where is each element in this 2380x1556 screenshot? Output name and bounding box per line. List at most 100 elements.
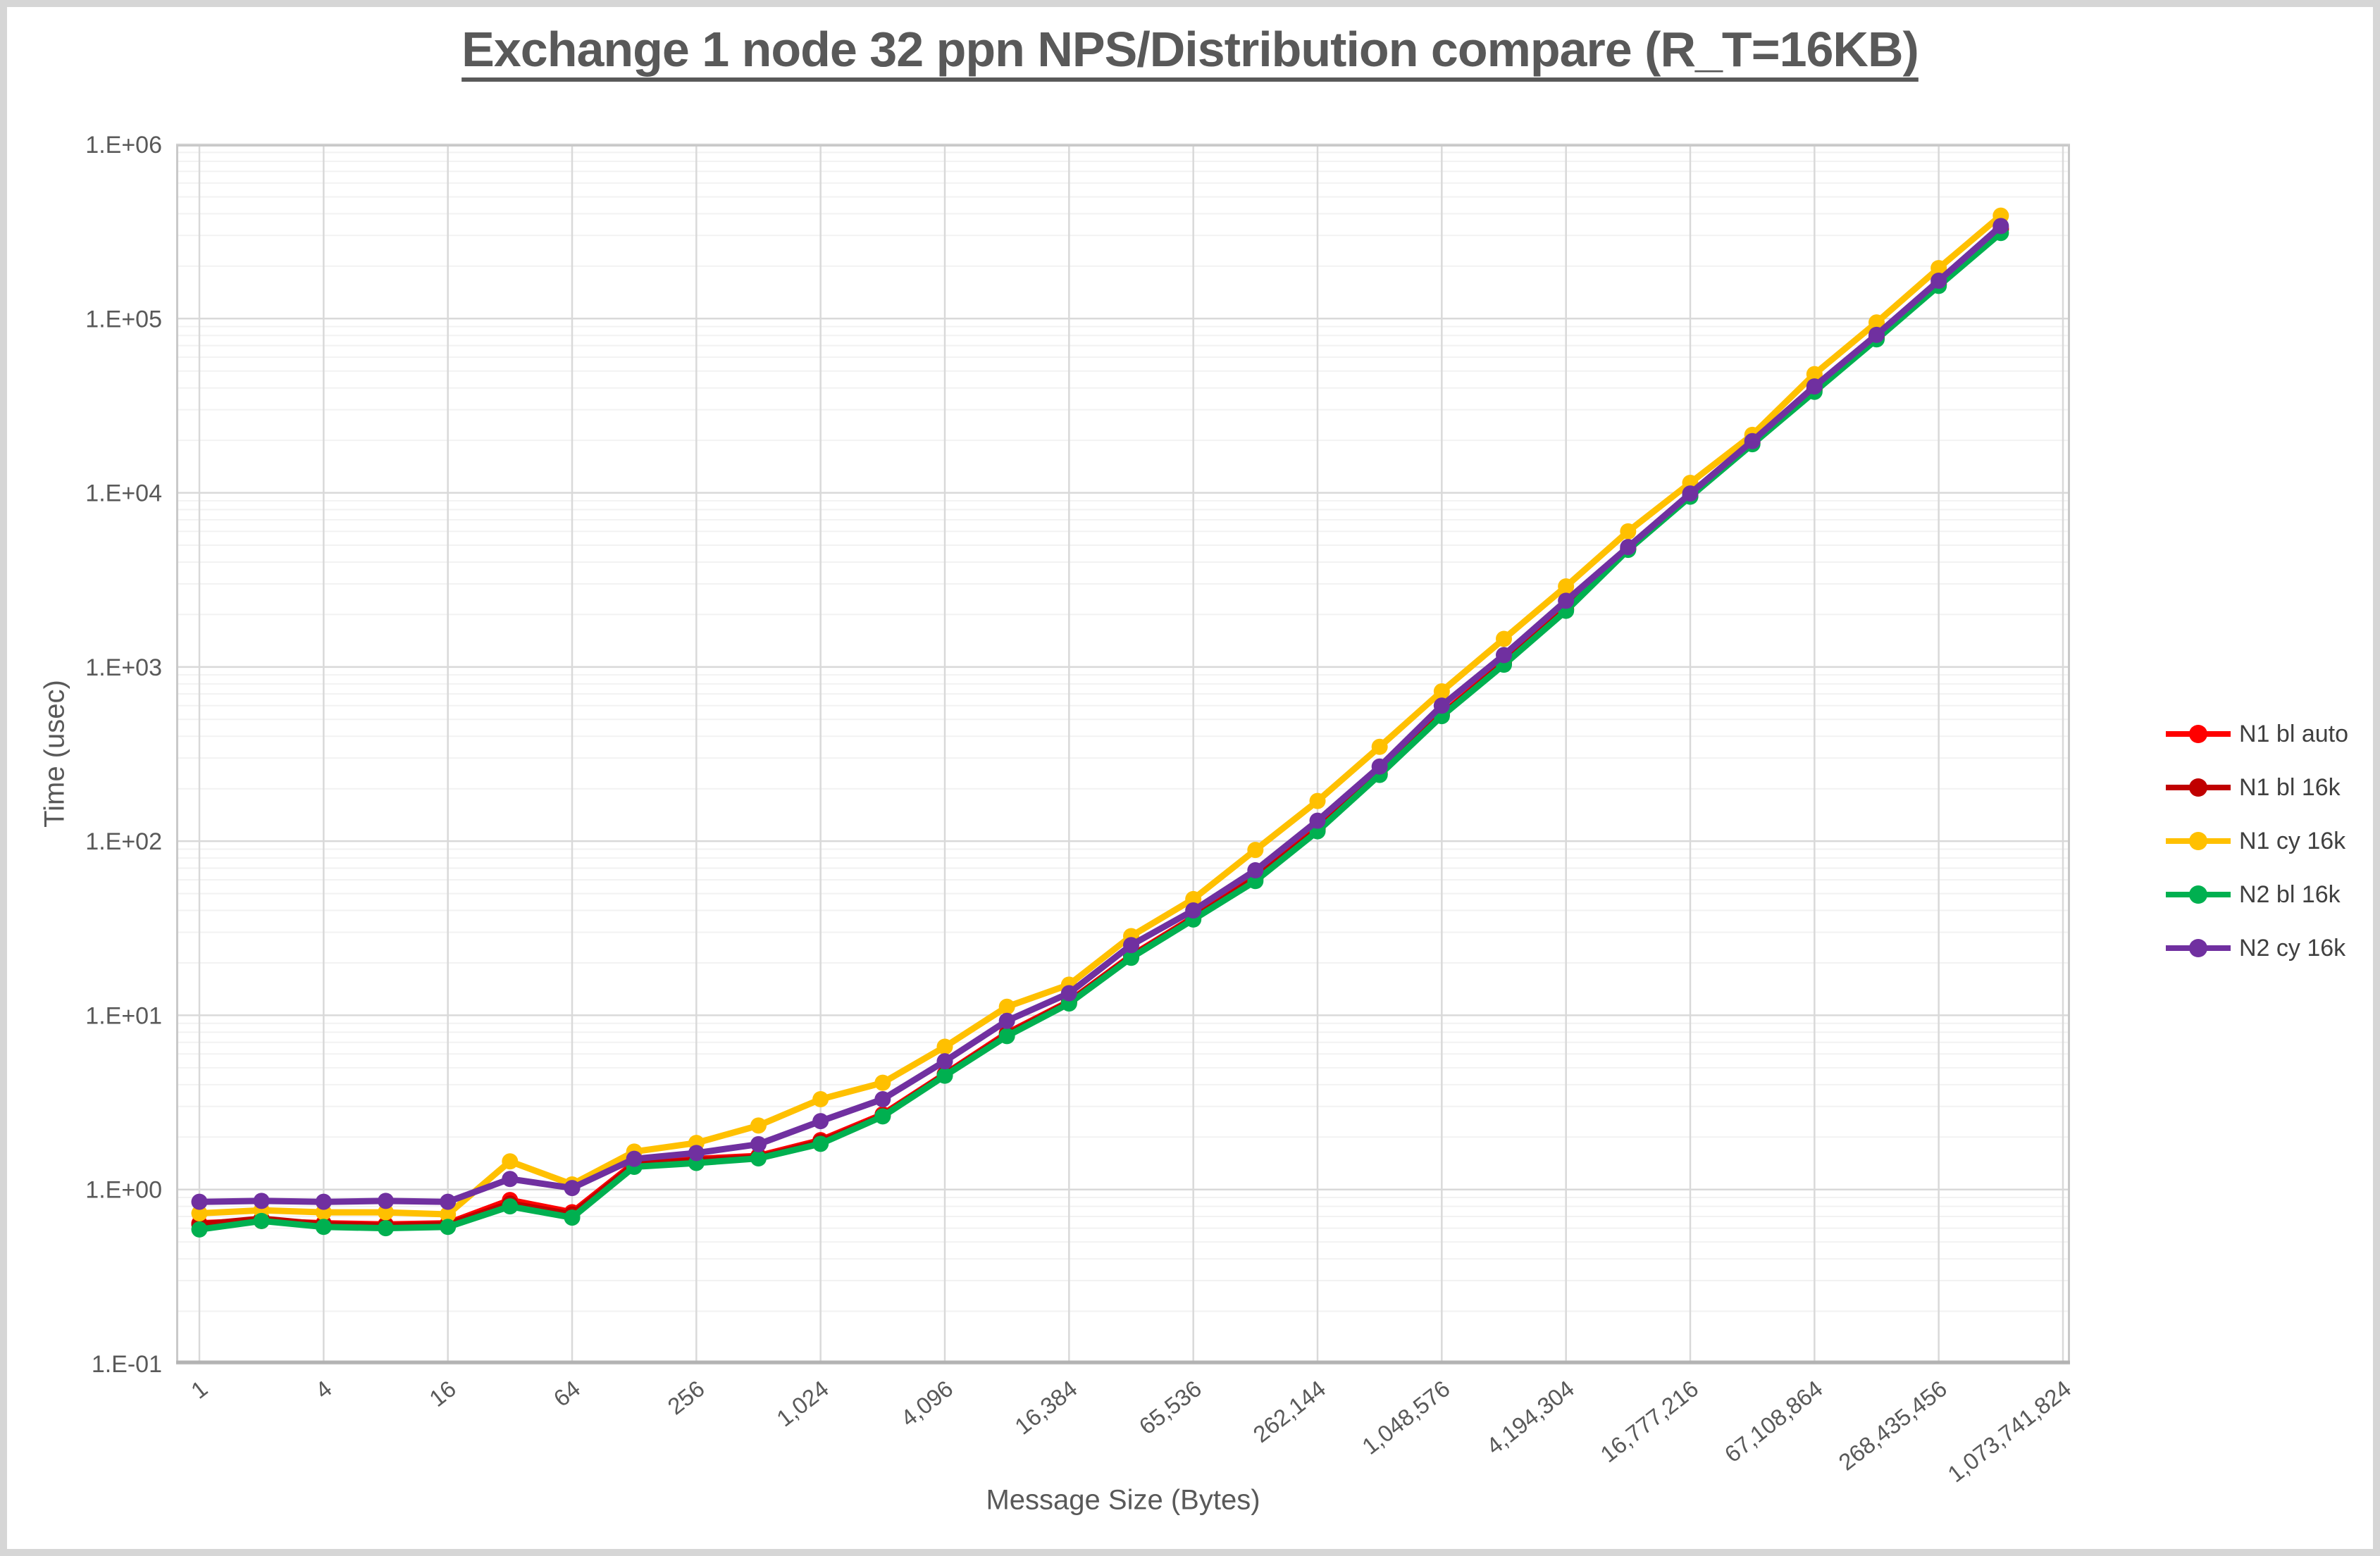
x-tick-label: 64 <box>549 1375 585 1412</box>
x-tick-label: 67,108,864 <box>1720 1375 1828 1467</box>
y-tick-label: 1.E+05 <box>85 306 162 332</box>
data-point-marker-n1-cy-16k <box>191 1205 208 1222</box>
series-line-n1-bl-auto <box>196 225 2004 1228</box>
data-point-marker-n2-cy-16k <box>502 1171 519 1188</box>
legend-marker-icon <box>2166 939 2231 957</box>
data-point-marker-n1-cy-16k <box>1433 683 1450 700</box>
series-line-n1-cy-16k <box>196 212 2004 1218</box>
legend-marker-icon <box>2166 885 2231 904</box>
data-point-marker-n1-cy-16k <box>502 1153 519 1170</box>
y-tick-label: 1.E+06 <box>85 132 162 158</box>
data-point-marker-n2-bl-16k <box>1123 950 1139 966</box>
x-tick-label: 1 <box>186 1375 212 1403</box>
legend-marker-icon <box>2166 725 2231 743</box>
data-point-marker-n2-bl-16k <box>440 1219 457 1236</box>
data-point-marker-n2-cy-16k <box>315 1193 332 1210</box>
data-point-marker-n2-cy-16k <box>626 1150 643 1167</box>
data-point-marker-n1-cy-16k <box>998 998 1015 1015</box>
legend-item-label: N2 cy 16k <box>2239 934 2346 961</box>
data-point-marker-n2-bl-16k <box>564 1209 581 1226</box>
legend-dot <box>2189 832 2207 850</box>
legend-item-label: N1 cy 16k <box>2239 827 2346 854</box>
x-tick-label: 16 <box>424 1375 461 1412</box>
legend-item-n1-bl-16k: N1 bl 16k <box>2164 761 2348 814</box>
data-point-marker-n2-cy-16k <box>812 1113 829 1130</box>
y-tick-label: 1.E-01 <box>92 1351 162 1378</box>
legend-item-label: N1 bl 16k <box>2239 773 2341 801</box>
data-point-marker-n2-bl-16k <box>253 1212 270 1229</box>
data-point-marker-n2-cy-16k <box>253 1193 270 1209</box>
data-point-marker-n2-bl-16k <box>378 1220 394 1237</box>
data-point-marker-n2-cy-16k <box>1992 218 2009 235</box>
y-axis-title: Time (usec) <box>39 680 70 828</box>
data-point-marker-n1-cy-16k <box>1371 738 1388 755</box>
data-point-marker-n2-cy-16k <box>1682 485 1699 502</box>
data-point-marker-n2-cy-16k <box>874 1090 891 1107</box>
series-line-n1-bl-16k <box>196 226 2004 1229</box>
data-point-marker-n2-cy-16k <box>1247 862 1264 879</box>
data-point-marker-n2-cy-16k <box>440 1193 457 1210</box>
data-point-marker-n1-cy-16k <box>1806 366 1823 382</box>
data-point-marker-n1-cy-16k <box>440 1206 457 1223</box>
legend-dot <box>2189 778 2207 797</box>
data-point-marker-n1-cy-16k <box>750 1117 767 1134</box>
chart-title: Exchange 1 node 32 ppn NPS/Distribution … <box>461 22 1919 77</box>
data-point-marker-n2-cy-16k <box>1930 273 1947 290</box>
x-tick-label: 16,777,216 <box>1595 1375 1703 1467</box>
data-point-marker-n2-bl-16k <box>812 1135 829 1152</box>
y-tick-label: 1.E+01 <box>85 1002 162 1029</box>
x-tick-label: 4,096 <box>895 1375 957 1431</box>
data-point-marker-n1-cy-16k <box>1247 842 1264 859</box>
y-tick-label: 1.E+00 <box>85 1177 162 1204</box>
legend-item-n1-bl-auto: N1 bl auto <box>2164 707 2348 761</box>
data-point-marker-n1-cy-16k <box>1620 523 1637 540</box>
data-point-marker-n2-cy-16k <box>1371 758 1388 775</box>
data-point-marker-n1-cy-16k <box>1558 578 1575 595</box>
data-point-marker-n1-cy-16k <box>812 1090 829 1107</box>
legend: N1 bl auto N1 bl 16k N1 cy 16k N2 bl 16k N2 … <box>2164 707 2348 975</box>
data-point-marker-n2-cy-16k <box>750 1135 767 1152</box>
data-point-marker-n1-cy-16k <box>1496 630 1512 647</box>
data-point-marker-n2-bl-16k <box>750 1150 767 1166</box>
data-point-marker-n2-cy-16k <box>1868 326 1885 343</box>
data-point-marker-n2-cy-16k <box>1185 902 1202 919</box>
x-tick-label: 1,048,576 <box>1357 1375 1454 1459</box>
legend-dot <box>2189 885 2207 904</box>
legend-item-n2-cy-16k: N2 cy 16k <box>2164 921 2348 975</box>
x-tick-label: 1,024 <box>771 1375 833 1431</box>
data-point-marker-n2-cy-16k <box>191 1193 208 1210</box>
data-point-marker-n1-cy-16k <box>1185 890 1202 907</box>
data-point-marker-n2-cy-16k <box>688 1145 705 1162</box>
legend-dot <box>2189 939 2207 957</box>
legend-marker-icon <box>2166 832 2231 850</box>
data-point-marker-n1-cy-16k <box>378 1204 394 1221</box>
data-point-marker-n2-cy-16k <box>564 1180 581 1197</box>
data-point-marker-n2-cy-16k <box>1060 985 1077 1002</box>
x-tick-label: 256 <box>662 1375 709 1419</box>
data-point-marker-n2-bl-16k <box>874 1108 891 1125</box>
data-point-marker-n2-bl-16k <box>502 1198 519 1215</box>
data-point-marker-n2-cy-16k <box>1744 432 1761 449</box>
data-point-marker-n2-cy-16k <box>1558 592 1575 609</box>
legend-item-n2-bl-16k: N2 bl 16k <box>2164 868 2348 921</box>
plot-border <box>176 144 2070 1364</box>
data-point-marker-n2-cy-16k <box>1806 378 1823 395</box>
data-point-marker-n2-bl-16k <box>315 1219 332 1236</box>
x-tick-label: 4 <box>310 1375 336 1403</box>
data-point-marker-n2-bl-16k <box>191 1221 208 1238</box>
series-line-n2-cy-16k <box>196 223 2004 1205</box>
legend-item-n1-cy-16k: N1 cy 16k <box>2164 814 2348 868</box>
y-tick-label: 1.E+04 <box>85 480 162 507</box>
data-point-marker-n2-cy-16k <box>1123 937 1139 954</box>
x-tick-label: 65,536 <box>1134 1375 1206 1439</box>
legend-marker-icon <box>2166 778 2231 797</box>
x-axis-title: Message Size (Bytes) <box>986 1484 1260 1516</box>
data-point-marker-n2-cy-16k <box>998 1012 1015 1029</box>
data-point-marker-n2-cy-16k <box>1309 812 1326 829</box>
x-tick-label: 262,144 <box>1248 1375 1331 1448</box>
data-point-marker-n1-cy-16k <box>1930 260 1947 277</box>
x-tick-label: 4,194,304 <box>1482 1375 1579 1459</box>
data-point-marker-n2-bl-16k <box>936 1067 953 1084</box>
legend-dot <box>2189 725 2207 743</box>
